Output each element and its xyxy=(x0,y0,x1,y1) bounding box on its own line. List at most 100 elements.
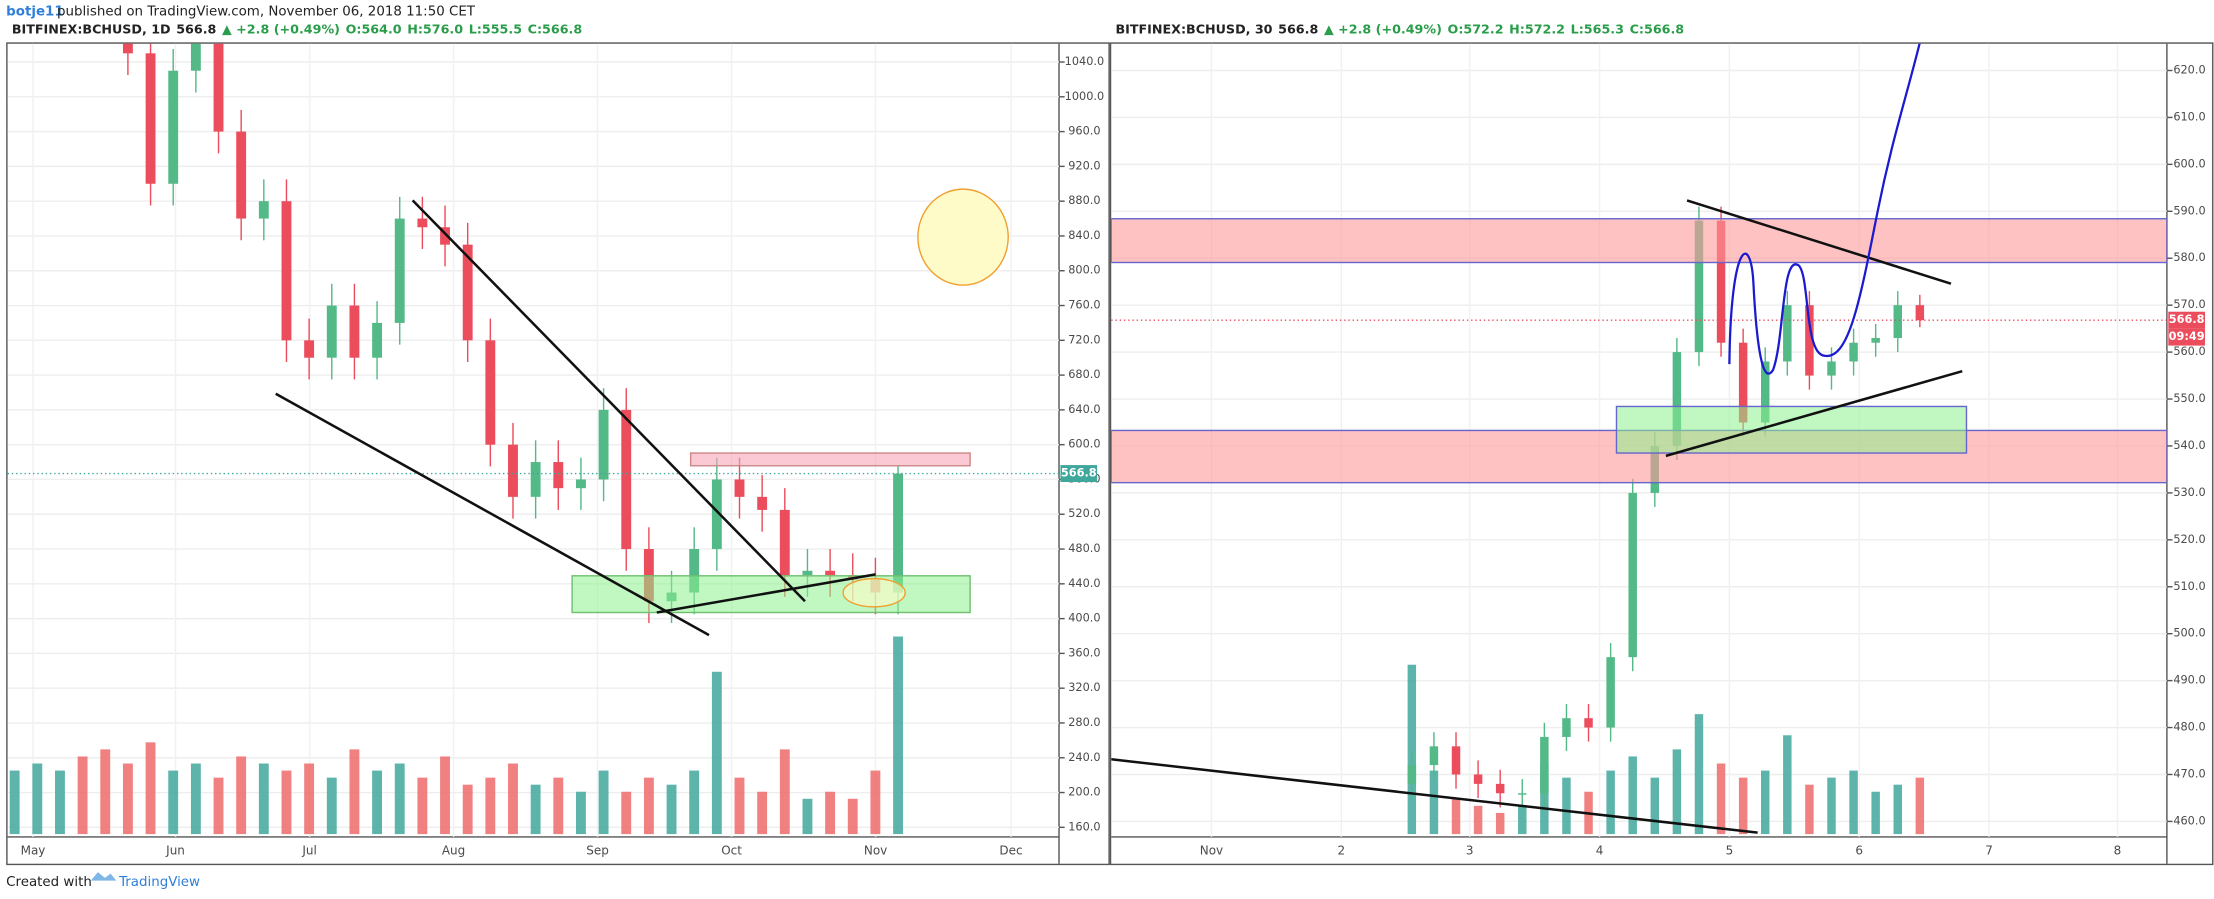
candle-body xyxy=(689,549,700,593)
volume-bar xyxy=(1628,756,1637,835)
volume-bar xyxy=(1783,735,1792,835)
volume-bar xyxy=(55,770,65,835)
volume-bar xyxy=(598,770,609,835)
volume-bar xyxy=(1650,777,1660,835)
volume-bar xyxy=(372,770,383,835)
volume-bar xyxy=(825,791,836,835)
y-tick-label: 920.0 xyxy=(1068,159,1100,172)
volume-bar xyxy=(802,798,813,835)
volume-bar xyxy=(1805,784,1814,835)
candle-body xyxy=(1518,793,1527,795)
trend-line xyxy=(1665,369,1963,458)
candle-body xyxy=(326,305,337,358)
countdown-label: 09:49 xyxy=(2169,330,2205,343)
legend-ohlc: C:566.8 xyxy=(528,21,583,36)
x-tick-label: 8 xyxy=(2114,844,2122,858)
candle-body xyxy=(236,131,247,219)
last-price-box xyxy=(1060,465,1098,483)
y-tick-label: 960.0 xyxy=(1068,125,1100,138)
y-tick-label: 590.0 xyxy=(2173,204,2205,217)
volume-bar xyxy=(1827,777,1836,835)
resistance-zone xyxy=(689,452,971,467)
candle-body xyxy=(1694,220,1704,353)
candle-body xyxy=(122,43,133,54)
candle-body xyxy=(1562,718,1571,737)
candle-body xyxy=(168,70,179,184)
candle-body xyxy=(213,43,224,132)
trend-line xyxy=(1111,758,1758,834)
y-tick-label: 480.0 xyxy=(2173,721,2205,734)
candle-body xyxy=(440,227,450,245)
y-tick-label: 1040.0 xyxy=(1065,55,1104,68)
candle-body xyxy=(1915,305,1925,321)
volume-bar xyxy=(9,770,20,835)
volume-bar xyxy=(1738,777,1748,835)
countdown-box xyxy=(2168,328,2205,346)
volume-bar xyxy=(1473,805,1483,835)
candle-body xyxy=(1451,746,1461,775)
candle-body xyxy=(1628,492,1637,658)
y-tick-label: 490.0 xyxy=(2173,674,2205,687)
y-tick-label: 720.0 xyxy=(1068,333,1100,346)
y-tick-label: 560.0 xyxy=(2173,345,2205,358)
candle-body xyxy=(1540,736,1549,794)
volume-bar xyxy=(1451,798,1461,835)
y-tick-label: 1000.0 xyxy=(1065,90,1104,103)
volume-bar xyxy=(32,763,43,835)
candle-body xyxy=(485,340,496,445)
y-tick-label: 500.0 xyxy=(2173,627,2205,640)
volume-bar xyxy=(893,636,903,835)
x-tick-label: 4 xyxy=(1596,844,1604,858)
y-tick-label: 460.0 xyxy=(2173,814,2205,827)
candle-body xyxy=(711,479,722,550)
candle-body xyxy=(1429,746,1439,766)
volume-bar xyxy=(304,763,315,835)
volume-bar xyxy=(508,763,518,835)
trend-line xyxy=(411,199,806,603)
legend-last: 566.8 xyxy=(1278,21,1318,36)
volume-bar xyxy=(145,742,156,835)
volume-bar xyxy=(258,763,269,835)
x-tick-label: Jul xyxy=(301,844,316,858)
author[interactable]: botje11 xyxy=(6,4,64,19)
y-tick-label: 600.0 xyxy=(2173,157,2205,170)
y-tick-label: 520.0 xyxy=(2173,533,2205,546)
volume-bar xyxy=(1562,777,1571,835)
x-tick-label: Nov xyxy=(1200,844,1223,858)
volume-bar xyxy=(621,791,632,835)
volume-bar xyxy=(440,756,450,835)
y-tick-label: 320.0 xyxy=(1068,681,1100,694)
x-tick-label: 2 xyxy=(1337,844,1345,858)
left-panel-border xyxy=(6,42,1110,866)
publish-info: published on TradingView.com, November 0… xyxy=(57,4,476,19)
candle-body xyxy=(1783,305,1792,362)
volume-bar xyxy=(643,777,654,835)
volume-bar xyxy=(1518,805,1527,835)
volume-bar xyxy=(666,784,677,835)
last-price-box xyxy=(2168,311,2205,329)
y-tick-label: 600.0 xyxy=(1068,438,1100,451)
volume-bar xyxy=(190,763,201,835)
candle-body xyxy=(1606,657,1615,728)
legend-ohlc: O:564.0 xyxy=(346,21,402,36)
volume-bar xyxy=(1849,770,1858,835)
candle-body xyxy=(1738,342,1748,423)
trend-line xyxy=(656,573,876,614)
footer-brand[interactable]: TradingView xyxy=(118,875,200,890)
legend-change: ▲ +2.8 (+0.49%) xyxy=(1324,21,1442,36)
legend-symbol: BITFINEX:BCHUSD, 1D xyxy=(12,21,171,36)
y-tick-label: 360.0 xyxy=(1068,646,1100,659)
volume-bar xyxy=(1871,791,1880,835)
candle-body xyxy=(779,509,790,576)
legend-ohlc: H:572.2 xyxy=(1509,21,1565,36)
y-tick-label: 200.0 xyxy=(1068,786,1100,799)
x-tick-label: Nov xyxy=(864,844,887,858)
candle-body xyxy=(349,305,360,358)
accumulation-zone xyxy=(1615,405,1968,454)
volume-bar xyxy=(757,791,768,835)
last-price-label: 566.8 xyxy=(1061,467,1097,480)
candle-body xyxy=(1716,220,1726,343)
legend-ohlc: L:565.3 xyxy=(1571,21,1624,36)
symbol-legend: BITFINEX:BCHUSD, 30 566.8 ▲ +2.8 (+0.49%) O… xyxy=(1115,21,1684,36)
candle-body xyxy=(1849,342,1858,362)
